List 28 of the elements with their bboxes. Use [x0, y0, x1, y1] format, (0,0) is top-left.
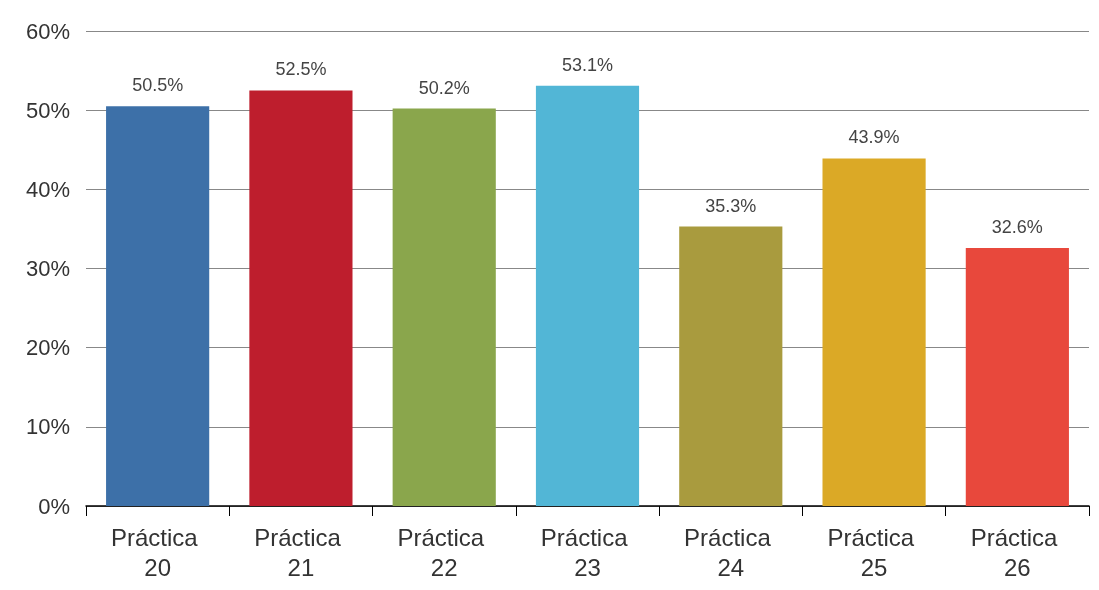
x-tick-label: Práctica 26 [970, 523, 1065, 581]
data-label: 52.5% [275, 59, 327, 80]
y-tick-label: 20% [25, 335, 70, 361]
x-tick-label: Práctica 23 [540, 523, 635, 581]
y-tick-label: 0% [38, 493, 70, 519]
y-tick-label: 10% [25, 414, 70, 440]
x-tick-label: Práctica 22 [397, 523, 491, 581]
data-label: 50.5% [132, 75, 184, 96]
data-label: 32.6% [991, 216, 1043, 237]
x-tick-label: Práctica 21 [254, 523, 348, 581]
data-label: 35.3% [705, 195, 757, 216]
data-label: 53.1% [561, 54, 614, 75]
y-tick-label: 60% [25, 18, 70, 44]
x-tick-label: Práctica 25 [827, 523, 921, 581]
x-tick-label: Práctica 24 [684, 523, 778, 581]
data-label: 43.9% [848, 127, 900, 148]
bar [535, 85, 640, 506]
bar [392, 108, 496, 506]
bar [822, 158, 926, 506]
bar [679, 226, 783, 506]
y-tick-label: 50% [25, 97, 70, 123]
y-tick-label: 40% [25, 176, 70, 202]
bar [965, 247, 1069, 506]
data-label: 50.2% [418, 77, 470, 98]
bar [106, 106, 210, 506]
bar [249, 90, 353, 506]
x-tick-label: Práctica 20 [110, 523, 205, 581]
y-tick-label: 30% [25, 256, 70, 281]
